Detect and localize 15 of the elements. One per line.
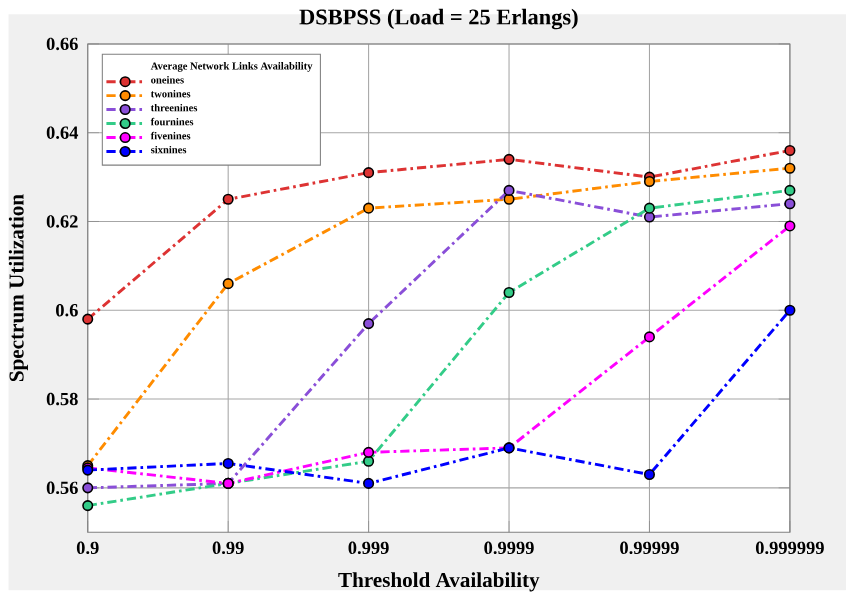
y-tick-label: 0.6: [56, 303, 78, 317]
y-tick-label: 0.62: [46, 215, 78, 228]
y-tick-label: 0.64: [46, 126, 79, 139]
chart-title: DSBPSS (Load = 25 Erlangs): [299, 8, 578, 30]
y-axis-title: Spectrum Utilization: [8, 194, 28, 381]
y-tick-label: 0.58: [46, 392, 78, 406]
x-tick-label: 0.9: [76, 541, 99, 554]
x-tick-label: 0.999999: [755, 541, 824, 554]
y-tick-label: 0.56: [46, 481, 78, 494]
x-tick-label: 0.9999: [484, 541, 534, 554]
y-tick-label: 0.66: [46, 37, 78, 51]
x-tick-label: 0.99: [212, 541, 244, 554]
x-axis-title: Threshold Availability: [338, 572, 540, 592]
x-tick-label: 0.999: [348, 541, 389, 554]
x-tick-label: 0.99999: [620, 541, 679, 554]
